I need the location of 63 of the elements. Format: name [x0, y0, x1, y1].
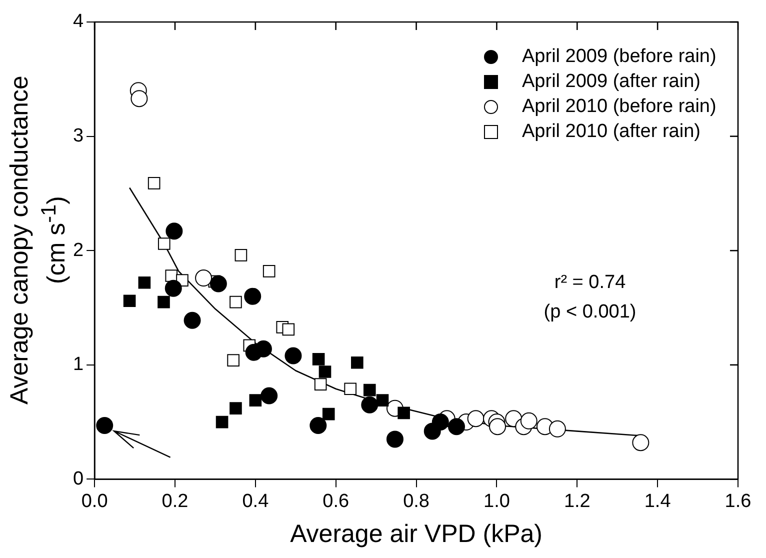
point	[322, 408, 335, 420]
point	[520, 412, 538, 430]
point	[314, 378, 327, 390]
x-tick-label: 1.6	[724, 490, 752, 512]
point	[284, 347, 302, 364]
legend-label: April 2009 (before rain)	[522, 45, 716, 69]
point	[310, 416, 327, 434]
point	[166, 222, 183, 240]
point	[376, 394, 389, 406]
point	[344, 382, 356, 396]
y-tick-label: 2	[72, 240, 84, 261]
point	[184, 312, 201, 329]
annotation: r² = 0.74	[554, 272, 626, 293]
legend-label: April 2009 (after rain)	[522, 70, 700, 94]
point	[234, 249, 248, 262]
y-tick-label: 1	[72, 354, 84, 376]
point	[164, 280, 182, 297]
x-tick-label: 0.8	[403, 490, 430, 512]
point	[158, 238, 170, 250]
point	[130, 90, 148, 108]
point	[216, 416, 228, 428]
point	[489, 418, 506, 436]
legend-label: April 2010 (before rain)	[522, 95, 716, 119]
point	[467, 410, 484, 428]
point	[386, 430, 404, 448]
x-tick-label: 1.0	[484, 490, 510, 512]
x-tick-label: 1.2	[564, 490, 590, 512]
point	[351, 356, 364, 369]
point	[632, 434, 650, 452]
point	[244, 288, 262, 305]
point	[363, 384, 376, 396]
point	[312, 353, 325, 366]
point	[123, 294, 136, 308]
point	[148, 177, 160, 190]
point	[138, 276, 151, 289]
point	[230, 296, 242, 308]
point	[398, 406, 410, 420]
point	[262, 265, 276, 278]
y-tick-label: 4	[72, 11, 84, 32]
point	[230, 402, 242, 414]
point	[96, 416, 114, 434]
point	[548, 420, 566, 438]
point	[282, 323, 295, 336]
point	[361, 396, 378, 414]
annotation: (p < 0.001)	[544, 302, 636, 323]
x-tick-label: 0.6	[322, 490, 350, 512]
point	[158, 296, 170, 308]
point	[448, 418, 465, 436]
x-axis-title: Average air VPD (kPa)	[290, 520, 542, 548]
point	[210, 275, 227, 292]
legend-label: April 2010 (after rain)	[522, 120, 700, 144]
x-tick-label: 0.2	[162, 490, 188, 512]
x-tick-label: 0.4	[242, 490, 270, 512]
point	[227, 354, 240, 366]
point	[249, 394, 262, 406]
point	[318, 366, 332, 378]
point	[432, 414, 449, 431]
y-tick-label: 0	[72, 468, 84, 490]
x-tick-label: 0.0	[81, 490, 108, 512]
point	[260, 387, 278, 404]
point	[195, 270, 212, 287]
x-tick-label: 1.4	[644, 490, 672, 512]
y-tick-label: 3	[72, 126, 84, 147]
